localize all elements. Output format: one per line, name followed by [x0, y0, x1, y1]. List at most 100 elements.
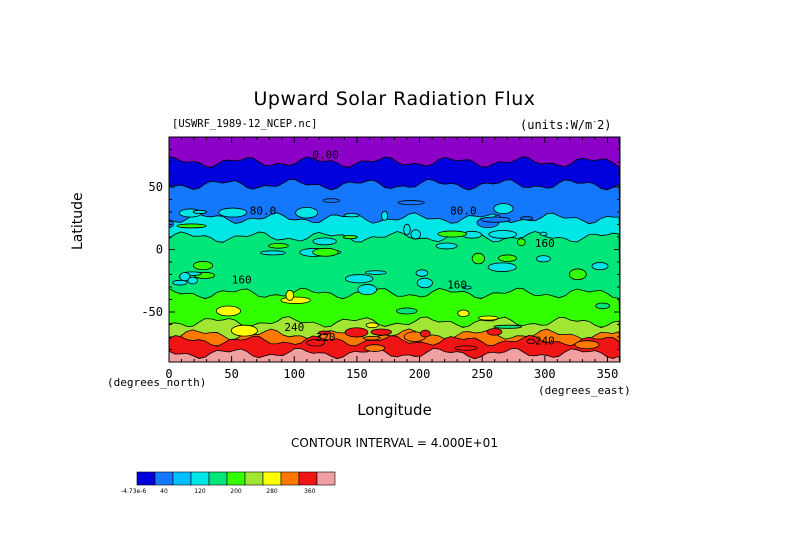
colorbar-swatch	[244, 471, 264, 486]
contour-blob	[344, 274, 374, 284]
contour-blob	[342, 235, 358, 240]
contour-blob	[192, 261, 214, 271]
x-tick-label: 100	[283, 367, 305, 381]
colorbar-label: 280	[266, 488, 278, 495]
colorbar-swatch	[136, 471, 156, 486]
contour-blob	[179, 272, 191, 282]
colorbar-swatch	[298, 471, 318, 486]
y-tick-label: 0	[156, 243, 163, 257]
contour-blob	[415, 269, 429, 277]
contour-blob	[343, 213, 360, 218]
x-tick-label: 200	[409, 367, 431, 381]
colorbar-label: -4.73e-6	[121, 488, 146, 495]
contour-blob	[280, 296, 311, 304]
contour-blob	[435, 242, 458, 250]
contour-blob	[488, 230, 518, 239]
y-axis-unit: (degrees_north)	[107, 376, 207, 389]
chart-title: Upward Solar Radiation Flux	[253, 88, 536, 110]
contour-blob	[437, 230, 467, 238]
contour-blob	[493, 203, 514, 215]
contour-label: 240	[535, 335, 555, 348]
y-tick-label: -50	[141, 305, 163, 319]
contour-blob	[493, 324, 523, 329]
colorbar-swatch	[280, 471, 300, 486]
contour-blob	[416, 277, 433, 289]
contour-blob	[520, 216, 534, 221]
contour-blob	[312, 247, 339, 257]
contour-blob	[312, 237, 337, 246]
colorbar-label: 200	[230, 488, 242, 495]
contour-blob	[230, 324, 258, 337]
contour-blob	[397, 200, 425, 206]
contour-blob	[364, 270, 387, 275]
contour-blob	[454, 345, 478, 351]
heatmap-band	[169, 287, 620, 328]
file-label: [USWRF_1989-12_NCEP.nc]	[172, 118, 318, 130]
heatmap-bands	[169, 137, 620, 362]
contour-blob	[595, 302, 611, 310]
contour-blob	[568, 268, 587, 281]
contour-blob	[365, 322, 379, 329]
contour-blob	[486, 328, 503, 336]
x-tick-label: 150	[346, 367, 368, 381]
colorbar-swatch	[226, 471, 246, 486]
x-tick-label: 0	[165, 367, 172, 381]
axis-ticks: 0 50 100 150 200 250 300 350 50 0 -50	[141, 136, 621, 381]
contour-interval: CONTOUR INTERVAL = 4.000E+01	[291, 436, 498, 450]
contour-blob	[535, 255, 551, 263]
contour-blob	[462, 285, 472, 290]
contour-blob	[172, 279, 188, 286]
y-axis-label: Latitude	[70, 192, 86, 250]
contour-blob	[192, 209, 207, 214]
contour-blob	[457, 309, 470, 318]
contour-blob	[410, 229, 421, 240]
colorbar-swatch	[172, 471, 192, 486]
contour-blob	[591, 262, 609, 271]
contour-label: 0.00	[312, 148, 339, 161]
x-axis-label: Longitude	[357, 401, 432, 419]
contour-label: 240	[284, 321, 304, 334]
contour-blob	[498, 254, 517, 262]
contour-blob	[526, 338, 536, 345]
colorbar-label: 120	[194, 488, 206, 495]
colorbar-swatch	[208, 471, 228, 486]
contour-blob	[363, 335, 381, 341]
units-label: (units:W/m-2)	[520, 117, 612, 132]
contour-blob	[218, 207, 248, 218]
contour-blob	[517, 238, 526, 247]
colorbar-swatch	[262, 471, 282, 486]
colorbar-swatch	[316, 471, 336, 486]
contour-label: 80.0	[250, 205, 277, 218]
contour-blob	[364, 344, 386, 352]
contour-blob	[268, 243, 289, 249]
contour-blob	[344, 327, 369, 338]
colorbar: -4.73e-6 40 120 200 280 360	[121, 471, 336, 495]
x-axis-unit: (degrees_east)	[538, 384, 631, 397]
contour-blob	[381, 210, 389, 221]
x-tick-label: 300	[534, 367, 556, 381]
contour-blob	[318, 330, 331, 335]
heatmap-band	[169, 347, 620, 362]
contour-blob	[306, 339, 325, 347]
x-tick-label: 50	[224, 367, 238, 381]
y-tick-label: 50	[149, 180, 163, 194]
contour-blob	[487, 262, 517, 272]
x-tick-label: 250	[471, 367, 493, 381]
contour-blob	[187, 276, 199, 285]
contour-blob	[477, 315, 499, 321]
contour-blob	[357, 284, 378, 296]
contour-blob	[259, 250, 286, 256]
contour-blob	[215, 305, 242, 317]
contour-blob	[176, 223, 207, 229]
contour-label: 160	[535, 237, 555, 250]
contour-labels: 0.00 80.0 80.0 160 160 160 240 320 240	[232, 148, 555, 347]
contour-label: 160	[232, 273, 252, 286]
contour-blob	[285, 289, 295, 301]
colorbar-label: 360	[304, 488, 316, 495]
contour-blob	[396, 307, 418, 315]
x-tick-label: 350	[597, 367, 619, 381]
contour-blob	[539, 231, 548, 237]
contour-blob	[322, 198, 340, 203]
contour-blob	[403, 223, 411, 236]
